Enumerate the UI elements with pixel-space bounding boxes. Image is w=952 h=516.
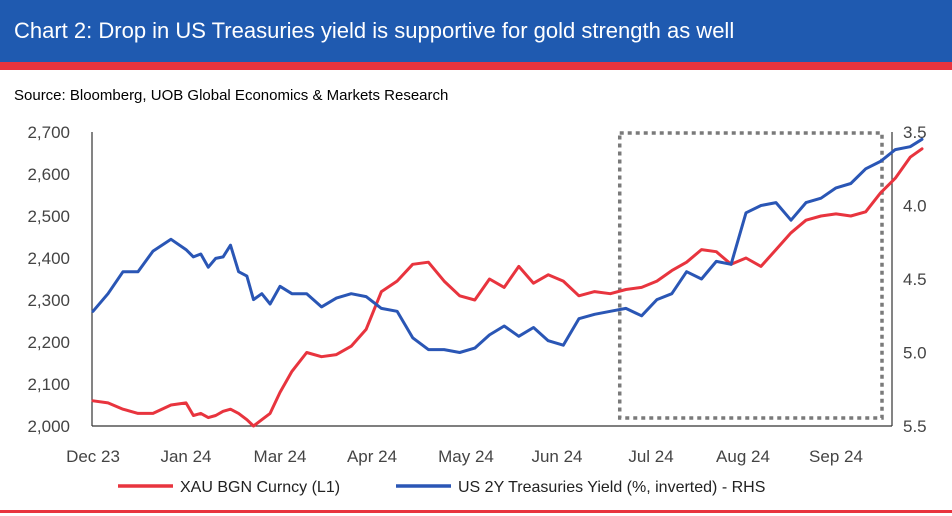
x-tick-label: May 24 (438, 447, 494, 466)
x-tick-label: Aug 24 (716, 447, 770, 466)
right-tick-label: 4.0 (903, 197, 927, 216)
right-tick-label: 5.5 (903, 417, 927, 436)
highlight-box (617, 131, 884, 420)
right-tick-label: 3.5 (903, 123, 927, 142)
left-tick-label: 2,300 (27, 291, 70, 310)
left-tick-label: 2,700 (27, 123, 70, 142)
right-tick-label: 5.0 (903, 344, 927, 363)
left-tick-label: 2,200 (27, 333, 70, 352)
x-tick-label: Jun 24 (531, 447, 582, 466)
left-tick-label: 2,100 (27, 375, 70, 394)
x-tick-label: Jan 24 (160, 447, 211, 466)
x-tick-label: Apr 24 (347, 447, 397, 466)
x-tick-label: Sep 24 (809, 447, 863, 466)
x-tick-label: Mar 24 (254, 447, 307, 466)
gold-price-line (91, 147, 924, 428)
legend-label-yield: US 2Y Treasuries Yield (%, inverted) - R… (458, 479, 765, 496)
chart-source: Source: Bloomberg, UOB Global Economics … (14, 87, 449, 104)
x-axis-ticks: Dec 23 Jan 24 Mar 24 Apr 24 May 24 Jun 24 Jul … (66, 447, 863, 466)
left-tick-label: 2,600 (27, 165, 70, 184)
x-tick-label: Dec 23 (66, 447, 120, 466)
highlight-rect (617, 131, 884, 420)
x-tick-label: Jul 24 (628, 447, 673, 466)
legend-label-gold: XAU BGN Curncy (L1) (180, 479, 340, 496)
legend: XAU BGN Curncy (L1) US 2Y Treasuries Yiel… (118, 479, 765, 496)
title-underline (0, 62, 952, 70)
left-axis-ticks: 2,700 2,600 2,500 2,400 2,300 2,200 2,100 2,000 (27, 123, 70, 436)
bottom-rule (0, 510, 952, 513)
left-tick-label: 2,400 (27, 249, 70, 268)
left-tick-label: 2,000 (27, 417, 70, 436)
chart-title: Chart 2: Drop in US Treasuries yield is … (14, 18, 735, 43)
title-bar: Chart 2: Drop in US Treasuries yield is … (0, 0, 952, 70)
left-tick-label: 2,500 (27, 207, 70, 226)
series-layer (91, 137, 924, 428)
right-axis-ticks: 3.5 4.0 4.5 5.0 5.5 (903, 123, 927, 436)
treasury-yield-line (91, 137, 924, 354)
right-tick-label: 4.5 (903, 270, 927, 289)
